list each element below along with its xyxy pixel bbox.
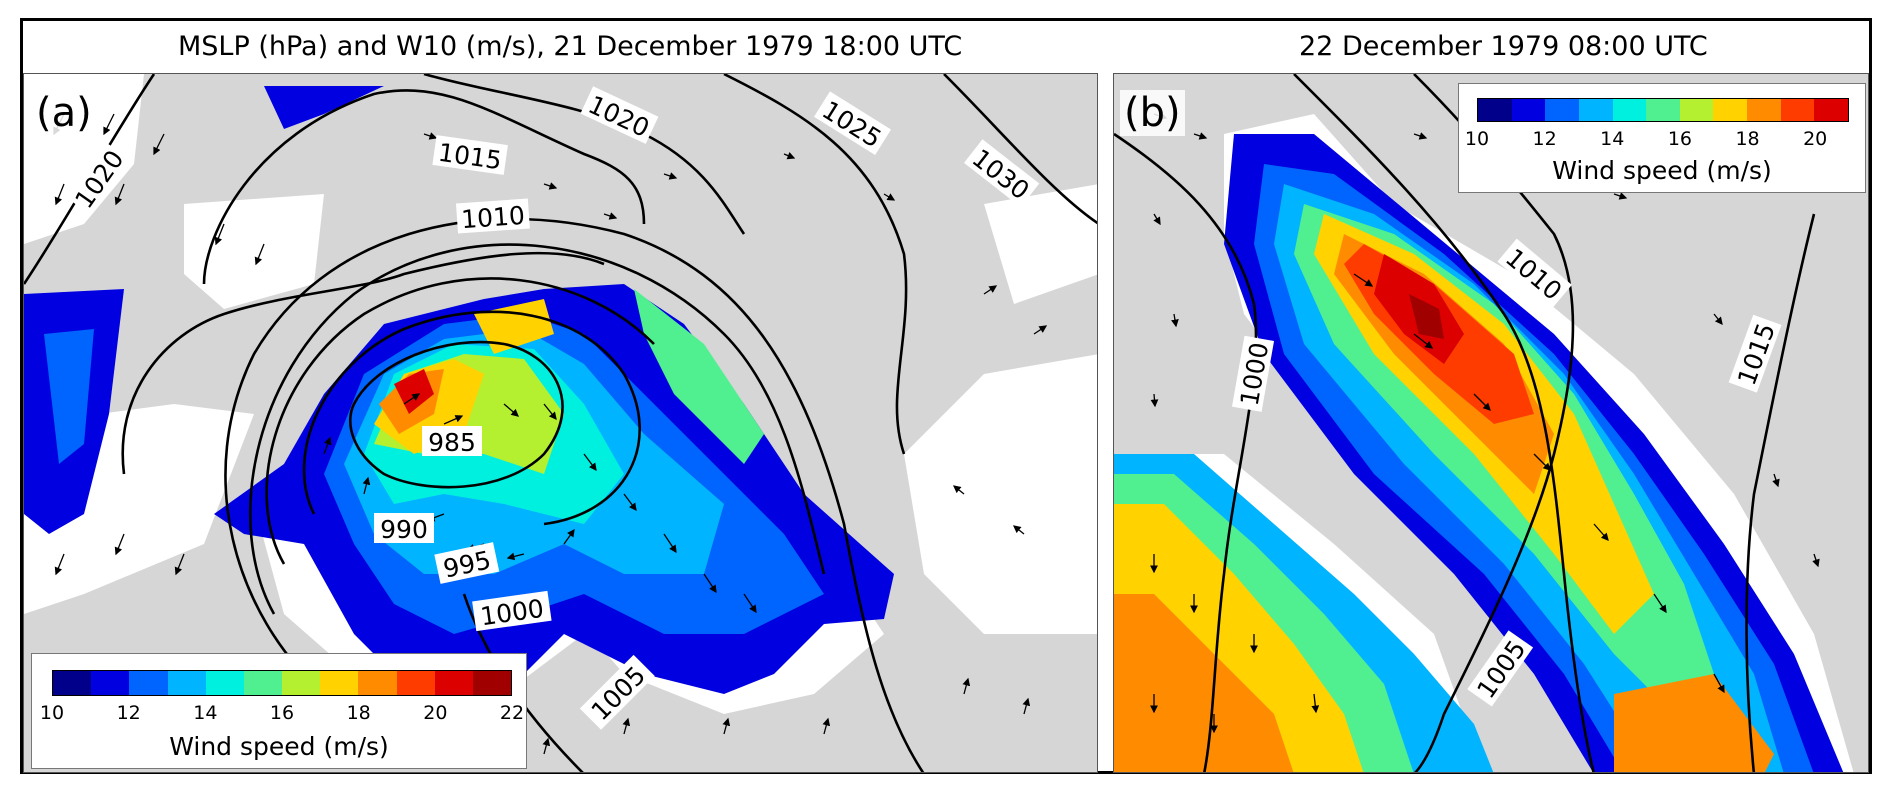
isobars (24, 74, 1097, 772)
panel-a-map: 1020 1015 1020 1025 1030 1010 985 990 99… (23, 73, 1098, 773)
colorbar-tick-label: 14 (1600, 128, 1625, 150)
colorbar-swatch (320, 671, 359, 695)
colorbar-b: 10 12 14 16 18 20 Wind speed (m/s) (1458, 83, 1866, 193)
colorbar-tick-label: 20 (423, 702, 448, 724)
colorbar-tick-label: 10 (1464, 128, 1490, 150)
colorbar-b-ticks: 10 12 14 16 18 20 (1465, 128, 1849, 152)
colorbar-swatch (358, 671, 397, 695)
colorbar-b-strip (1477, 98, 1849, 122)
colorbar-tick-label: 14 (193, 702, 218, 724)
colorbar-swatch (53, 671, 92, 695)
colorbar-tick-label: 18 (1735, 128, 1760, 150)
colorbar-a-strip (52, 670, 512, 696)
colorbar-swatch (205, 671, 244, 695)
panel-a-label: (a) (32, 90, 96, 136)
panel-b-label: (b) (1120, 90, 1185, 136)
colorbar-swatch (282, 671, 321, 695)
colorbar-a-title: Wind speed (m/s) (169, 732, 389, 761)
colorbar-a-ticks: 10 12 14 16 18 20 22 (40, 702, 524, 726)
colorbar-swatch (167, 671, 206, 695)
colorbar-a: 10 12 14 16 18 20 22 Wind speed (m/s) (31, 653, 527, 769)
isobar-label: 1000 (1235, 340, 1275, 408)
isobar-label: 1010 (460, 201, 525, 234)
colorbar-tick-label: 16 (269, 702, 295, 724)
colorbar-b-title: Wind speed (m/s) (1552, 156, 1772, 185)
colorbar-swatch (1780, 99, 1815, 121)
colorbar-swatch (1545, 99, 1579, 121)
colorbar-swatch (1578, 99, 1613, 121)
colorbar-tick-label: 22 (499, 702, 525, 724)
isobar-label: 1005 (1471, 635, 1531, 704)
colorbar-tick-label: 18 (346, 702, 371, 724)
colorbar-swatch (91, 671, 130, 695)
colorbar-tick-label: 12 (116, 702, 141, 724)
panel-b-map: 1010 1000 1015 1005 (b) (1113, 73, 1869, 773)
colorbar-tick-label: 16 (1667, 128, 1692, 150)
panel-b-title: 22 December 1979 08:00 UTC (1299, 31, 1708, 62)
colorbar-tick-label: 10 (39, 702, 65, 724)
colorbar-swatch (1713, 99, 1748, 121)
panel-a-title: MSLP (hPa) and W10 (m/s), 21 December 19… (178, 31, 963, 62)
isobar-label: 990 (380, 515, 428, 544)
colorbar-swatch (1478, 99, 1512, 121)
colorbar-tick-label: 20 (1803, 128, 1828, 150)
colorbar-tick-label: 12 (1532, 128, 1557, 150)
isobar-label: 1025 (817, 95, 886, 153)
colorbar-swatch (472, 671, 512, 695)
colorbar-swatch (1612, 99, 1647, 121)
colorbar-swatch (129, 671, 168, 695)
colorbar-swatch (1511, 99, 1546, 121)
isobar-label: 985 (428, 428, 476, 457)
colorbar-swatch (1646, 99, 1680, 121)
isobar-label: 1020 (584, 90, 654, 143)
colorbar-swatch (1814, 99, 1849, 121)
wind-shading-b (1114, 134, 1844, 772)
colorbar-swatch (1679, 99, 1714, 121)
colorbar-swatch (434, 671, 473, 695)
panel-a-svg: 1020 1015 1020 1025 1030 1010 985 990 99… (24, 74, 1097, 772)
colorbar-swatch (1747, 99, 1781, 121)
colorbar-swatch (243, 671, 283, 695)
panel-b-svg: 1010 1000 1015 1005 (1114, 74, 1854, 772)
colorbar-swatch (396, 671, 435, 695)
figure: MSLP (hPa) and W10 (m/s), 21 December 19… (20, 18, 1872, 774)
